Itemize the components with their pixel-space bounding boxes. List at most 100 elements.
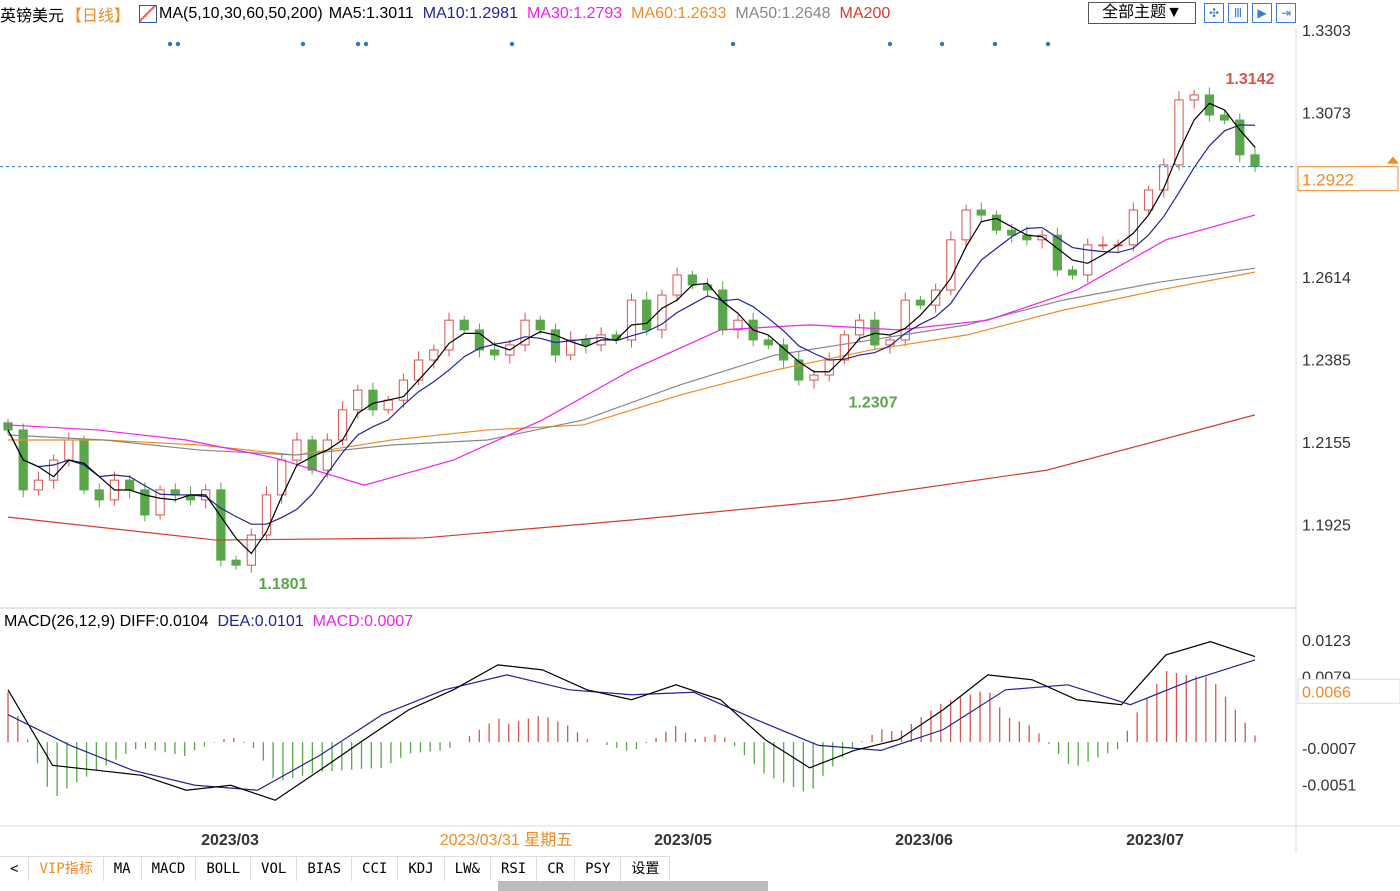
candle-up	[1189, 94, 1199, 101]
crosshair-date-label: 2023/03/31 星期五	[440, 831, 573, 849]
candle-down	[368, 389, 378, 411]
candle-up	[261, 494, 272, 536]
tab-vip[interactable]: VIP指标	[29, 857, 104, 881]
price-annotation: 1.2307	[849, 394, 898, 411]
candle-up	[33, 479, 44, 491]
tab-cr[interactable]: CR	[537, 857, 576, 881]
candle-up	[520, 319, 530, 346]
macd-tick-label: 0.0123	[1302, 633, 1351, 650]
crosshair-tool-icon[interactable]: ✣	[1204, 3, 1224, 23]
tab-boll[interactable]: BOLL	[196, 857, 252, 881]
date-axis-label: 2023/03	[201, 832, 259, 849]
price-chart[interactable]: 1.3303 1.3073 1.2614 1.2385 1.2155 1.1925 1.31…	[0, 0, 1400, 856]
candle-up	[839, 334, 850, 361]
ma60-value: MA60:1.2633	[631, 5, 727, 22]
candle-up	[1159, 164, 1169, 191]
signal-dot	[992, 41, 998, 47]
candle-down	[459, 319, 469, 331]
candle-up	[961, 209, 971, 241]
price-tick-label: 1.1925	[1302, 517, 1351, 534]
signal-dot	[355, 41, 361, 47]
candle-up	[1128, 209, 1138, 246]
candle-down	[581, 339, 591, 346]
candle-down	[718, 289, 728, 331]
candle-down	[140, 489, 150, 516]
candle-up	[1098, 244, 1108, 247]
candle-down	[490, 349, 500, 356]
tab-vol[interactable]: VOL	[251, 857, 298, 881]
candle-down	[170, 489, 180, 496]
signal-dot	[509, 41, 515, 47]
tab-lw[interactable]: LW&	[445, 857, 491, 881]
tab-rsi[interactable]: RSI	[491, 857, 538, 881]
ma10-line	[7, 124, 1256, 525]
go-end-tool-icon[interactable]: ⇥	[1276, 3, 1296, 23]
ma-label: MA(5,10,30,60,50,200)	[159, 5, 323, 22]
candle-up	[383, 399, 393, 411]
indicator-tabs: < VIP指标 MA MACD BOLL VOL BIAS CCI KDJ LW…	[0, 856, 671, 881]
candle-down	[94, 489, 104, 501]
signal-dot	[167, 41, 173, 47]
date-axis-label: 2023/06	[895, 832, 953, 849]
candle-up	[429, 349, 439, 361]
chart-scrollbar[interactable]	[498, 881, 768, 891]
candle-down	[794, 359, 804, 381]
zoom-tool-icon[interactable]: Ⅲ	[1228, 3, 1248, 23]
candle-up	[626, 299, 637, 341]
signal-dot	[300, 41, 306, 47]
candle-down	[763, 339, 773, 346]
signal-dot	[939, 41, 945, 47]
candle-down	[1007, 229, 1017, 236]
signal-dot	[730, 41, 736, 47]
tab-prev[interactable]: <	[0, 857, 30, 881]
ma200-line	[7, 414, 1256, 541]
current-price-box	[1297, 166, 1399, 192]
candle-down	[216, 489, 226, 561]
candle-up	[322, 439, 332, 471]
dea-line	[7, 659, 1256, 791]
current-price-label: 1.2922	[1302, 171, 1354, 190]
candle-down	[778, 344, 789, 361]
ma30-value: MA30:1.2793	[526, 5, 623, 22]
price-tick-label: 1.3303	[1302, 23, 1351, 40]
candle-up	[566, 339, 576, 356]
tab-ma[interactable]: MA	[104, 857, 142, 881]
candle-down	[1219, 114, 1230, 121]
candle-down	[125, 479, 135, 491]
macd-current-label: 0.0066	[1302, 684, 1351, 701]
theme-dropdown[interactable]: 全部主题▼	[1088, 2, 1196, 24]
diff-line	[7, 641, 1256, 801]
price-tick-label: 1.2155	[1302, 435, 1351, 452]
ma5-line	[7, 102, 1256, 555]
ma200-value: MA200	[839, 5, 891, 22]
ma-indicator-icon[interactable]	[139, 5, 158, 23]
date-axis-label: 2023/05	[654, 832, 712, 849]
candle-down	[1235, 119, 1245, 156]
candle-up	[672, 274, 682, 296]
candle-up	[292, 439, 302, 461]
candle-up	[155, 489, 165, 516]
period-label[interactable]: 【日线】	[66, 8, 131, 25]
candle-up	[809, 374, 819, 381]
ma50-line	[7, 267, 1256, 456]
tab-macd[interactable]: MACD	[142, 857, 197, 881]
tab-cci[interactable]: CCI	[352, 857, 399, 881]
tab-bias[interactable]: BIAS	[297, 857, 353, 881]
ma60-line	[8, 271, 1256, 456]
candle-up	[1037, 234, 1047, 241]
candle-up	[1174, 99, 1184, 166]
ma50-value: MA50:1.2648	[735, 5, 831, 22]
candle-up	[398, 379, 409, 401]
signal-dot	[175, 41, 181, 47]
candle-up	[64, 439, 74, 461]
signal-dot	[1045, 41, 1051, 47]
macd-tick-label: -0.0051	[1302, 777, 1356, 794]
tab-settings[interactable]: 设置	[621, 857, 671, 881]
price-tick-label: 1.3073	[1302, 106, 1351, 123]
tab-psy[interactable]: PSY	[575, 857, 622, 881]
candle-down	[976, 209, 986, 216]
play-tool-icon[interactable]: ▶	[1252, 3, 1272, 23]
current-price-arrow-icon	[1387, 156, 1399, 164]
tab-kdj[interactable]: KDJ	[398, 857, 445, 881]
price-tick-label: 1.2614	[1302, 270, 1351, 287]
